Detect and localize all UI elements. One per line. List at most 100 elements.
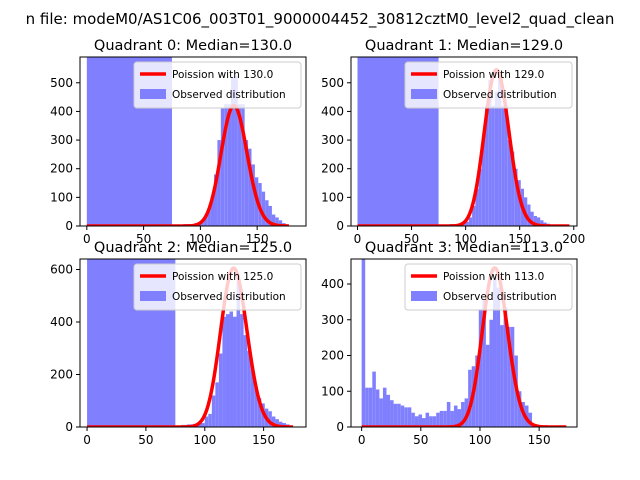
y-tick-label: 0 xyxy=(65,420,73,434)
subplot-quadrant-0: 0 50 100 150 0 100 200 300 400 500 Quadrant 0: Med… xyxy=(50,38,307,246)
legend-box xyxy=(133,61,302,109)
subplot-title: Quadrant 0: Median=130.0 xyxy=(94,38,292,54)
histogram-bar xyxy=(475,355,479,427)
histogram-bar xyxy=(527,204,531,226)
histogram-bar xyxy=(250,369,255,427)
histogram-bar xyxy=(488,79,492,226)
histogram-bar xyxy=(494,91,499,226)
histogram-bar xyxy=(504,105,508,226)
histogram-bar xyxy=(530,211,534,226)
histogram-bar xyxy=(234,75,238,226)
x-tick-label: 50 xyxy=(138,433,153,447)
histogram-bar xyxy=(257,398,262,427)
subplot-quadrant-2: 0 50 100 150 0 200 400 600 Quadrant 2: Median=12… xyxy=(50,240,307,447)
y-tick-label: 0 xyxy=(336,219,344,233)
x-tick-label: 50 xyxy=(136,232,151,246)
y-tick-label: 300 xyxy=(321,313,344,327)
histogram-bar xyxy=(397,403,401,427)
histogram-bar xyxy=(528,412,533,427)
histogram-bar xyxy=(225,314,230,427)
legend-fit-label: Poission with 113.0 xyxy=(443,271,544,283)
histogram-bar xyxy=(233,316,237,427)
legend-box xyxy=(404,263,573,311)
histogram-bar xyxy=(443,410,447,427)
histogram-bar xyxy=(517,391,522,427)
histogram-bar xyxy=(468,217,473,226)
histogram-bar xyxy=(200,221,204,226)
histogram-bar xyxy=(231,77,235,226)
histogram-bar xyxy=(268,205,272,226)
histogram-bar xyxy=(261,191,266,226)
histogram-bar xyxy=(457,409,462,427)
histogram-bar xyxy=(244,140,249,226)
histogram-bar xyxy=(453,405,458,427)
histogram-bar xyxy=(207,208,211,226)
x-tick-label: 0 xyxy=(83,433,91,447)
histogram-bar xyxy=(361,259,366,427)
subplot-quadrant-3: 0 50 100 150 0 100 200 300 400 Quadrant 3: Median… xyxy=(321,240,578,447)
histogram-bar xyxy=(227,104,232,226)
histogram-bar xyxy=(485,105,489,226)
histogram-bar xyxy=(247,350,251,427)
y-tick-label: 200 xyxy=(321,162,344,176)
histogram-bar xyxy=(386,394,391,427)
histogram-bar xyxy=(240,314,244,427)
subplot-title: Quadrant 2: Median=125.0 xyxy=(94,240,292,256)
legend-hist-swatch xyxy=(411,291,437,301)
x-tick-label: 50 xyxy=(413,433,428,447)
histogram-bar xyxy=(436,412,440,427)
poisson-fit-line xyxy=(356,68,571,226)
poisson-fit-line xyxy=(361,266,567,427)
histogram-bar xyxy=(208,413,212,427)
histogram-bar xyxy=(237,104,242,226)
x-tick-label: 150 xyxy=(246,232,269,246)
histogram-bar xyxy=(481,140,486,226)
y-tick-label: 400 xyxy=(50,104,73,118)
y-tick-label: 300 xyxy=(50,133,73,147)
axes-frame xyxy=(350,258,578,428)
histogram-bar xyxy=(533,215,537,226)
histogram-bar xyxy=(271,416,276,427)
histogram-bar xyxy=(278,421,283,427)
histogram-bar xyxy=(507,140,512,226)
histogram-bar xyxy=(478,168,482,226)
histogram-bar xyxy=(248,148,252,226)
histogram-bar xyxy=(425,412,430,427)
histogram-bar xyxy=(514,168,518,226)
y-tick-label: 200 xyxy=(50,162,73,176)
legend-hist-swatch xyxy=(140,89,166,99)
x-tick-label: 100 xyxy=(193,433,216,447)
legend-hist-label: Observed distribution xyxy=(443,291,557,303)
legend: Poission with 130.0 Observed distribution xyxy=(133,61,302,109)
histogram-bar xyxy=(224,104,228,226)
histogram-bar xyxy=(268,411,272,427)
legend: Poission with 129.0 Observed distribution xyxy=(404,61,573,109)
y-tick-label: 300 xyxy=(321,133,344,147)
y-tick-label: 100 xyxy=(50,190,73,204)
histogram-bar xyxy=(500,325,504,427)
histogram-bar xyxy=(368,387,373,427)
histogram-bar xyxy=(251,164,255,226)
x-tick-label: 150 xyxy=(508,232,531,246)
histogram-bar xyxy=(204,416,209,427)
y-tick-label: 200 xyxy=(321,349,344,363)
histogram-bar xyxy=(429,416,433,427)
legend: Poission with 113.0 Observed distribution xyxy=(404,263,573,311)
histogram-bar xyxy=(222,316,226,427)
y-tick-label: 400 xyxy=(50,315,73,329)
x-tick-label: 0 xyxy=(354,232,362,246)
histogram-bar xyxy=(282,423,286,427)
x-tick-label: 150 xyxy=(252,433,275,447)
histogram-bar xyxy=(478,309,483,427)
histogram-bar xyxy=(421,418,426,427)
figure-suptitle: n file: modeM0/AS1C06_003T01_9000004452_… xyxy=(26,10,615,29)
axes-frame xyxy=(79,56,307,227)
histogram-bar xyxy=(507,326,511,427)
legend-box xyxy=(404,61,573,109)
histogram-bar xyxy=(203,217,208,226)
x-tick-label: 100 xyxy=(469,433,492,447)
histogram-bar xyxy=(217,140,221,226)
subplot-title: Quadrant 1: Median=129.0 xyxy=(365,38,563,54)
legend-box xyxy=(133,263,302,311)
